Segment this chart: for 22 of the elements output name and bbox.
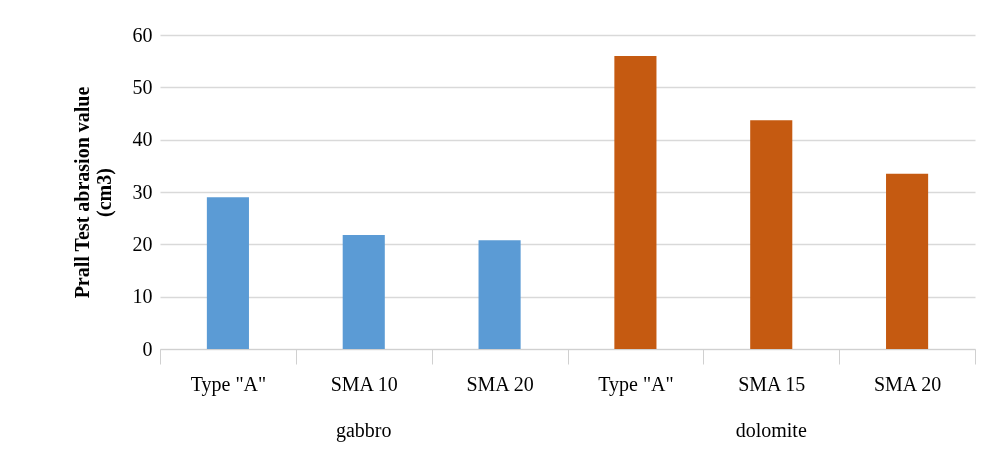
y-tick-label: 50 bbox=[132, 75, 153, 98]
y-axis-title: Prall Test abrasion value (cm3) bbox=[70, 86, 116, 299]
x-tick-label: SMA 15 bbox=[738, 372, 806, 395]
x-tick-label: SMA 10 bbox=[330, 372, 398, 395]
text: dolomite bbox=[735, 419, 807, 441]
y-tick-label: 10 bbox=[132, 285, 153, 308]
bar bbox=[614, 55, 657, 349]
bar bbox=[886, 173, 929, 349]
text: gabbro bbox=[335, 419, 392, 442]
y-tick-label: 0 bbox=[142, 337, 153, 360]
bar bbox=[478, 240, 521, 349]
bar bbox=[750, 120, 793, 349]
y-tick-label: 40 bbox=[132, 128, 153, 151]
x-tick-label: SMA 20 bbox=[873, 372, 942, 395]
y-tick-label: 60 bbox=[132, 23, 153, 46]
y-tick-label: 20 bbox=[132, 232, 153, 255]
y-tick-label: 30 bbox=[132, 180, 153, 203]
x-tick-label: Type "A" bbox=[190, 372, 267, 396]
x-tick-label: SMA 20 bbox=[466, 372, 534, 395]
bar bbox=[342, 234, 385, 349]
bar bbox=[206, 197, 249, 349]
x-tick-label: Type "A" bbox=[598, 372, 674, 396]
